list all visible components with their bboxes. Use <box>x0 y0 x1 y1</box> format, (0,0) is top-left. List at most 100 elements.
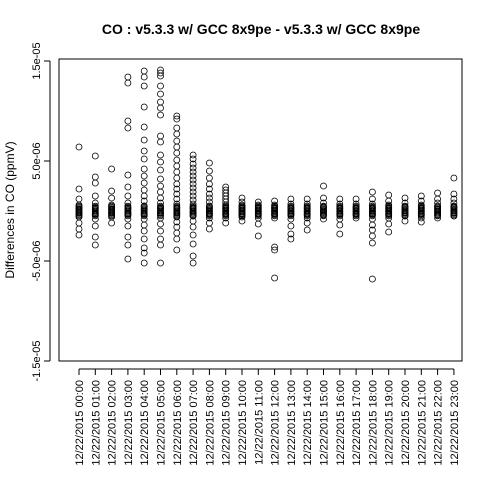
data-point <box>401 202 409 210</box>
data-point <box>320 182 327 190</box>
data-point <box>368 202 376 210</box>
data-points <box>75 66 458 283</box>
data-point <box>189 240 197 248</box>
data-point <box>140 82 148 90</box>
data-point <box>124 171 132 179</box>
data-point <box>124 79 132 87</box>
data-point <box>189 180 197 188</box>
data-point <box>189 188 197 196</box>
data-point <box>140 221 148 229</box>
x-tick-label: 12/22/2015 11:00 <box>253 380 265 465</box>
data-point <box>140 235 148 243</box>
data-point <box>173 195 181 203</box>
data-point <box>157 72 164 80</box>
y-axis-label: Differences in CO (ppmV) <box>3 141 17 278</box>
data-point <box>336 202 344 210</box>
data-point <box>75 143 83 151</box>
data-point <box>205 180 213 188</box>
data-point <box>124 222 132 230</box>
x-tick-label: 12/22/2015 02:00 <box>107 380 119 466</box>
data-point <box>91 222 99 230</box>
data-point <box>385 202 393 210</box>
data-point <box>140 244 148 252</box>
data-point <box>157 90 164 98</box>
x-tick-label: 12/22/2015 01:00 <box>90 380 102 466</box>
data-point <box>189 192 197 200</box>
y-tick-label: -1.5e-05 <box>31 341 43 382</box>
data-point <box>140 165 148 173</box>
data-point <box>336 195 344 203</box>
x-tick-label: 12/22/2015 09:00 <box>221 380 233 466</box>
data-point <box>157 111 164 119</box>
data-point <box>140 155 148 163</box>
data-point <box>189 155 197 163</box>
data-point <box>287 235 295 243</box>
data-point <box>271 243 279 251</box>
data-point <box>157 104 164 112</box>
data-point <box>336 221 344 229</box>
data-point <box>320 194 327 202</box>
data-point <box>189 164 197 172</box>
data-point <box>157 82 164 90</box>
data-point <box>189 223 197 231</box>
data-point <box>108 194 115 202</box>
chart-title: CO : v5.3.3 w/ GCC 8x9pe - v5.3.3 w/ GCC… <box>102 21 420 37</box>
data-point <box>368 195 376 203</box>
data-point <box>124 255 132 263</box>
data-point <box>385 228 393 236</box>
data-point <box>124 241 132 249</box>
data-point <box>205 167 213 175</box>
x-tick-label: 12/22/2015 20:00 <box>400 380 412 466</box>
data-point <box>417 192 425 200</box>
data-point <box>417 218 425 226</box>
data-point <box>385 220 393 228</box>
data-point <box>254 202 262 210</box>
data-point <box>157 98 164 106</box>
data-point <box>75 202 83 210</box>
data-point <box>450 195 458 203</box>
data-point <box>205 225 213 233</box>
data-point <box>254 220 262 228</box>
x-tick-label: 12/22/2015 13:00 <box>286 380 298 466</box>
data-point <box>205 174 213 182</box>
x-tick-label: 12/22/2015 16:00 <box>335 380 347 466</box>
data-point <box>157 166 164 174</box>
data-point <box>303 195 311 203</box>
data-point <box>385 191 393 199</box>
data-point <box>173 162 181 170</box>
data-point <box>157 202 164 210</box>
data-point <box>189 176 197 184</box>
data-point <box>320 202 327 210</box>
data-point <box>91 233 99 241</box>
data-point <box>157 188 164 196</box>
x-tick-label: 12/22/2015 17:00 <box>351 380 363 466</box>
data-point <box>75 231 83 239</box>
data-point <box>287 230 295 238</box>
data-point <box>157 194 164 202</box>
data-point <box>189 259 197 267</box>
data-point <box>124 117 132 125</box>
data-point <box>91 173 99 181</box>
data-point <box>271 274 279 282</box>
data-point <box>140 259 148 267</box>
data-point <box>173 168 181 176</box>
data-point <box>108 202 115 210</box>
data-point <box>157 235 164 243</box>
data-point <box>91 192 99 200</box>
data-point <box>173 180 181 188</box>
data-point <box>157 259 164 267</box>
x-tick-label: 12/22/2015 05:00 <box>156 380 168 466</box>
data-point <box>417 202 425 210</box>
x-tick-label: 12/22/2015 18:00 <box>367 380 379 466</box>
data-point <box>222 202 230 210</box>
data-point <box>108 219 115 227</box>
y-tick-label: -5.0e-06 <box>31 241 43 282</box>
x-tick-label: 12/22/2015 08:00 <box>204 380 216 466</box>
data-point <box>189 168 197 176</box>
data-point <box>75 219 83 227</box>
data-point <box>140 103 148 111</box>
data-point <box>287 202 295 210</box>
data-point <box>173 149 181 157</box>
x-tick-label: 12/22/2015 12:00 <box>270 380 282 466</box>
